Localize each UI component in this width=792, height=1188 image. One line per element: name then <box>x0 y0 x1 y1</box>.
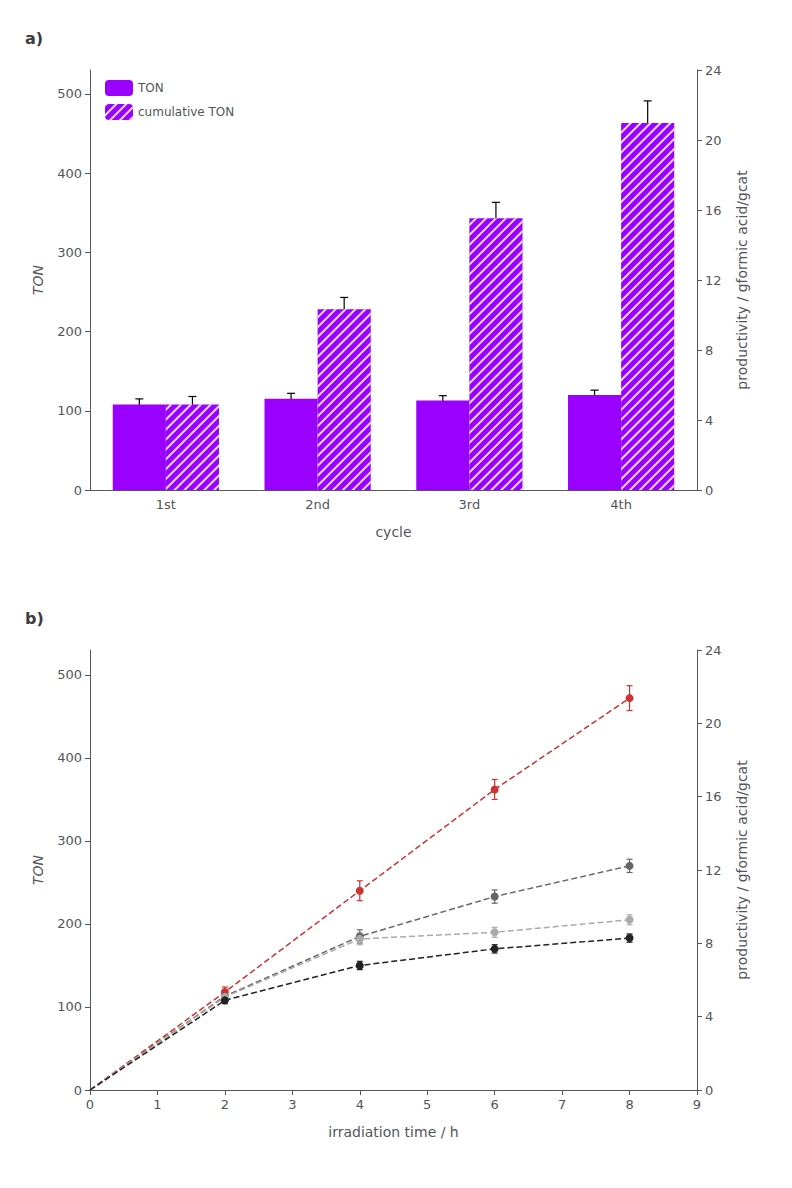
svg-text:2: 2 <box>221 1097 229 1112</box>
svg-text:24: 24 <box>705 643 722 658</box>
svg-text:6: 6 <box>491 1097 499 1112</box>
svg-text:0: 0 <box>705 1083 713 1098</box>
svg-text:1st: 1st <box>156 497 176 512</box>
svg-text:100: 100 <box>57 403 82 418</box>
svg-text:12: 12 <box>705 863 722 878</box>
svg-text:2nd: 2nd <box>305 497 330 512</box>
svg-text:200: 200 <box>57 324 82 339</box>
svg-text:TON: TON <box>137 81 164 95</box>
svg-text:a): a) <box>25 29 43 48</box>
svg-text:cycle: cycle <box>375 524 411 540</box>
svg-text:3rd: 3rd <box>459 497 481 512</box>
svg-text:4th: 4th <box>610 497 632 512</box>
svg-text:0: 0 <box>86 1097 94 1112</box>
svg-text:productivity / gformic acid/gc: productivity / gformic acid/gcat <box>734 170 750 390</box>
svg-text:productivity / gformic acid/gc: productivity / gformic acid/gcat <box>734 760 750 980</box>
svg-text:7: 7 <box>558 1097 566 1112</box>
svg-text:1: 1 <box>153 1097 161 1112</box>
svg-text:8: 8 <box>625 1097 633 1112</box>
svg-text:4: 4 <box>356 1097 364 1112</box>
svg-text:TON: TON <box>30 854 46 885</box>
svg-text:20: 20 <box>705 133 722 148</box>
svg-text:16: 16 <box>705 203 722 218</box>
svg-text:5: 5 <box>423 1097 431 1112</box>
svg-text:0: 0 <box>74 483 82 498</box>
svg-text:400: 400 <box>57 166 82 181</box>
svg-text:irradiation time / h: irradiation time / h <box>328 1124 458 1140</box>
svg-text:b): b) <box>25 609 44 628</box>
svg-text:4: 4 <box>705 1009 713 1024</box>
svg-text:100: 100 <box>57 999 82 1014</box>
svg-text:400: 400 <box>57 750 82 765</box>
svg-text:16: 16 <box>705 789 722 804</box>
svg-text:12: 12 <box>705 273 722 288</box>
svg-text:0: 0 <box>705 483 713 498</box>
svg-text:300: 300 <box>57 245 82 260</box>
svg-text:20: 20 <box>705 716 722 731</box>
svg-text:3: 3 <box>288 1097 296 1112</box>
svg-text:0: 0 <box>74 1083 82 1098</box>
svg-text:8: 8 <box>705 343 713 358</box>
svg-text:300: 300 <box>57 833 82 848</box>
svg-text:500: 500 <box>57 667 82 682</box>
svg-text:cumulative TON: cumulative TON <box>138 105 234 119</box>
svg-text:24: 24 <box>705 63 722 78</box>
svg-text:500: 500 <box>57 86 82 101</box>
svg-text:200: 200 <box>57 916 82 931</box>
svg-text:9: 9 <box>693 1097 701 1112</box>
svg-text:8: 8 <box>705 936 713 951</box>
svg-text:TON: TON <box>30 264 46 295</box>
svg-text:4: 4 <box>705 413 713 428</box>
